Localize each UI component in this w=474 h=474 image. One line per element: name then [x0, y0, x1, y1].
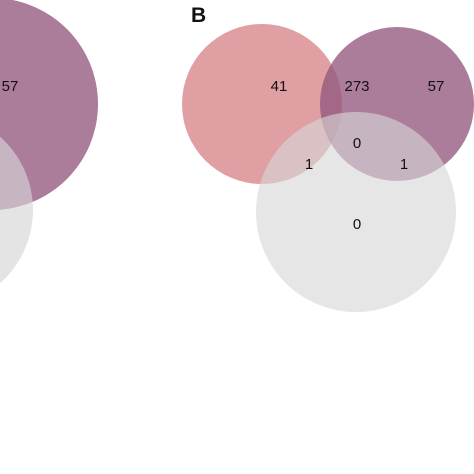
panel-b-set3-only-count: 0 [353, 216, 361, 233]
panel-b-set2-set3-count: 1 [400, 156, 408, 173]
panel-b-all-three-count: 0 [353, 135, 361, 152]
panel-b-letter: B [191, 4, 206, 27]
panel-a-set3-circle [0, 136, 33, 284]
panel-b-set1-set3-count: 1 [305, 156, 313, 173]
panel-a-set2-only-count: 57 [2, 78, 19, 95]
panel-a-set2-circle [0, 0, 98, 210]
panel-b: B 41 273 57 0 1 1 0 [182, 4, 474, 312]
panel-b-set1-set2-count: 273 [344, 78, 369, 95]
panel-b-set1-only-count: 41 [271, 78, 288, 95]
panel-b-set2-only-count: 57 [428, 78, 445, 95]
panel-a: 57 [0, 0, 98, 284]
panel-b-set3-circle [256, 112, 456, 312]
